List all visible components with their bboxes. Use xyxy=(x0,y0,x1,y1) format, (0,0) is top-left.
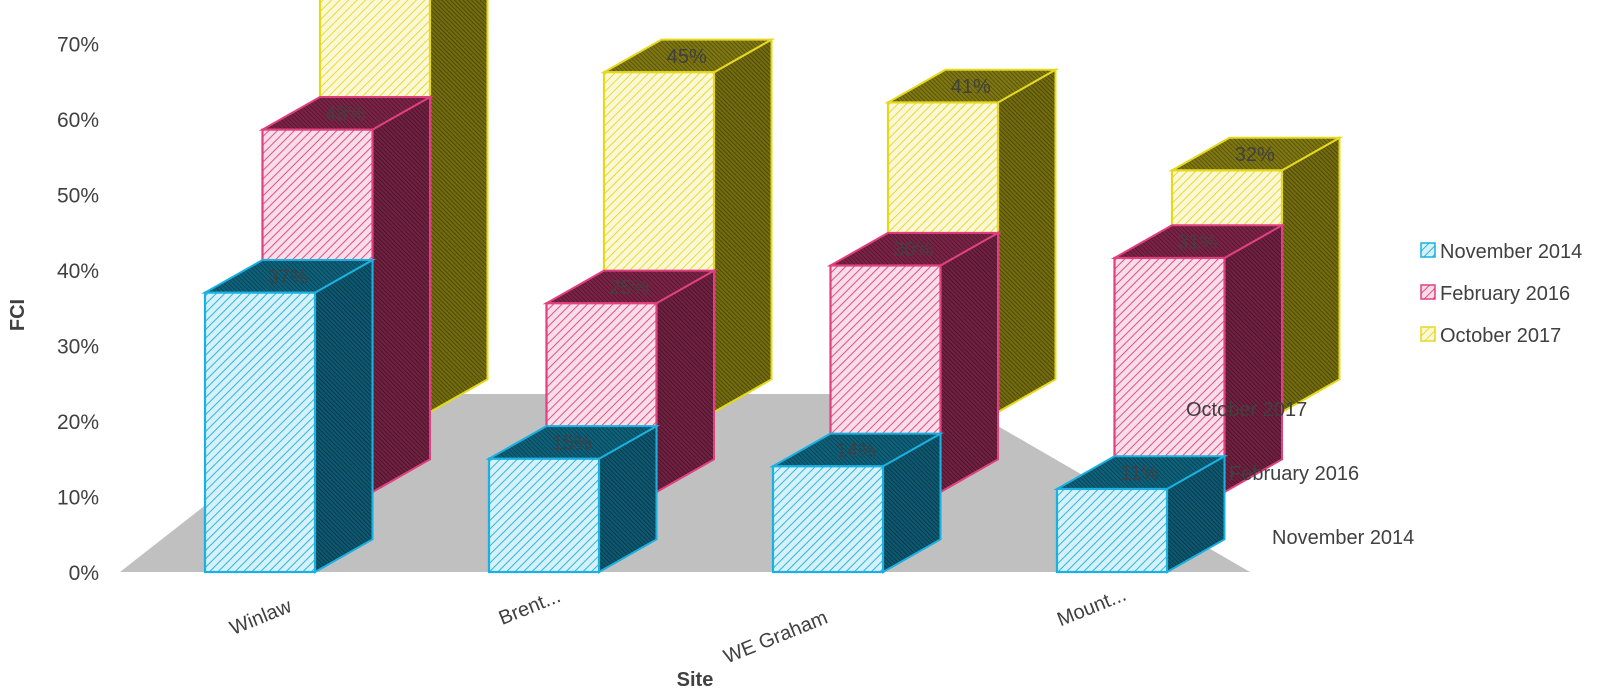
bar-side-face xyxy=(315,260,373,572)
x-axis: Winlaw Brent... WE Graham Mount... xyxy=(227,584,1130,669)
x-tick-label-brent: Brent... xyxy=(496,585,564,630)
data-label-october-2017-we-graham: 41% xyxy=(951,76,991,98)
y-axis-title: FCI xyxy=(7,299,29,331)
y-tick-label: 40% xyxy=(57,260,99,283)
legend-label: February 2016 xyxy=(1440,283,1570,305)
data-label-february-2016-we-graham: 30% xyxy=(893,239,933,261)
x-tick-label-mount: Mount... xyxy=(1054,584,1129,631)
bars xyxy=(205,0,1340,572)
legend-swatch-november-2014 xyxy=(1421,243,1435,257)
x-tick-label-we-graham: WE Graham xyxy=(721,607,831,669)
y-axis: 0% 10% 20% 30% 40% 50% 60% 70% xyxy=(57,34,99,586)
legend-item-october-2017[interactable]: October 2017 xyxy=(1421,325,1561,347)
depth-label-november-2014: November 2014 xyxy=(1272,527,1414,549)
bar-november-2014-winlaw[interactable] xyxy=(205,260,373,572)
y-tick-label: 20% xyxy=(57,411,99,434)
legend: November 2014 February 2016 October 2017 xyxy=(1421,241,1582,347)
data-label-february-2016-winlaw: 48% xyxy=(325,103,365,125)
bar-front-face xyxy=(205,293,315,572)
depth-label-february-2016: February 2016 xyxy=(1229,463,1359,485)
y-tick-label: 10% xyxy=(57,487,99,510)
legend-swatch-october-2017 xyxy=(1421,327,1435,341)
y-tick-label: 50% xyxy=(57,185,99,208)
legend-label: November 2014 xyxy=(1440,241,1582,263)
data-label-november-2014-mount: 11% xyxy=(1120,463,1159,485)
bar-side-face xyxy=(941,233,999,492)
data-label-february-2016-mount: 31% xyxy=(1177,232,1217,254)
bar-side-face xyxy=(430,0,488,412)
bar-front-face xyxy=(489,459,599,572)
data-label-october-2017-brent: 45% xyxy=(667,46,707,68)
bar-side-face xyxy=(1282,138,1340,412)
depth-label-october-2017: October 2017 xyxy=(1186,399,1307,421)
bar-side-face xyxy=(1225,225,1283,492)
bar-side-face xyxy=(714,40,772,412)
bar-february-2016-mount[interactable] xyxy=(1115,225,1283,492)
legend-item-november-2014[interactable]: November 2014 xyxy=(1421,241,1582,263)
data-label-february-2016-brent: 25% xyxy=(609,277,649,299)
bar-side-face xyxy=(657,271,715,492)
y-tick-label: 60% xyxy=(57,109,99,132)
legend-swatch-february-2016 xyxy=(1421,285,1435,299)
y-tick-label: 0% xyxy=(69,562,99,585)
legend-item-february-2016[interactable]: February 2016 xyxy=(1421,283,1570,305)
bar-side-face xyxy=(998,70,1056,412)
legend-label: October 2017 xyxy=(1440,325,1561,347)
data-label-november-2014-we-graham: 14% xyxy=(836,440,876,462)
data-label-november-2014-brent: 15% xyxy=(552,432,592,454)
data-label-october-2017-mount: 32% xyxy=(1235,144,1275,166)
x-tick-label-winlaw: Winlaw xyxy=(227,595,296,640)
bar-side-face xyxy=(373,97,431,492)
y-tick-label: 30% xyxy=(57,336,99,359)
x-axis-title: Site xyxy=(677,669,714,691)
y-tick-label: 70% xyxy=(57,34,99,57)
bar-front-face xyxy=(1057,489,1167,572)
bar-front-face xyxy=(773,466,883,572)
data-label-november-2014-winlaw: 37% xyxy=(268,266,308,288)
